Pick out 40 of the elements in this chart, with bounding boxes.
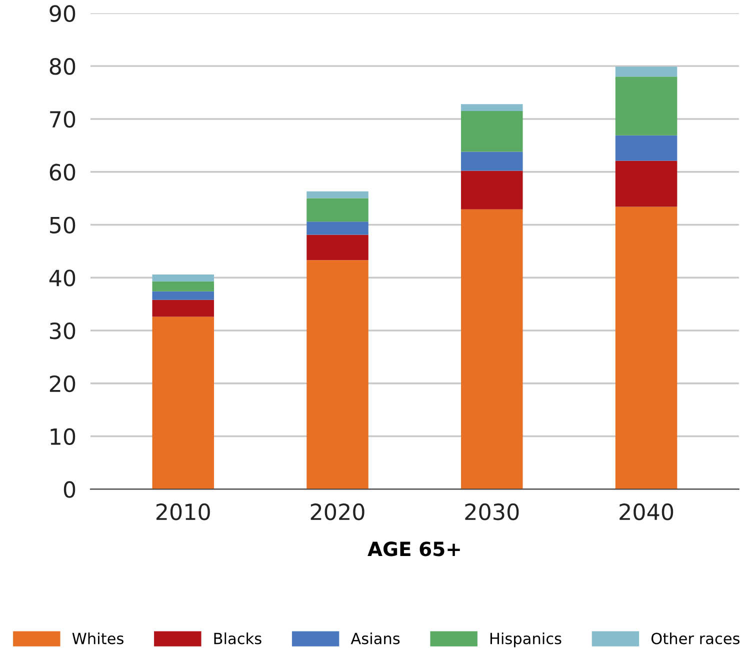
bar [306, 198, 368, 222]
y-tick-label: 70 [50, 110, 76, 128]
bar [152, 316, 214, 490]
bar [306, 191, 368, 198]
bar [461, 209, 523, 490]
bar [306, 222, 368, 235]
bar [152, 291, 214, 300]
y-tick-label: 0 [64, 481, 76, 498]
y-tick-label: 20 [50, 375, 76, 392]
x-tick-label: 2020 [310, 503, 364, 520]
x-tick-label: 2040 [620, 503, 674, 520]
y-tick-label: 80 [50, 58, 76, 75]
y-tick-label: 60 [50, 164, 76, 181]
y-tick-label: 90 [50, 5, 76, 22]
legend-label: Hispanics [490, 632, 562, 648]
y-tick-label: 10 [50, 428, 76, 446]
bar [461, 111, 523, 152]
bar [615, 76, 678, 136]
x-tick-label: 2010 [156, 503, 210, 520]
bar [306, 260, 368, 490]
x-axis-title: AGE 65+ [368, 542, 460, 556]
bar [461, 152, 523, 171]
bar [461, 104, 523, 112]
bar [152, 274, 214, 282]
y-tick-label: 50 [50, 216, 76, 234]
bar [152, 281, 214, 292]
bar [615, 206, 678, 490]
bar [461, 170, 523, 210]
x-tick-label: 2030 [465, 503, 519, 520]
bar [306, 234, 368, 260]
bar [615, 160, 678, 207]
legend-label: Other races [651, 632, 740, 644]
legend-label: Asians [350, 632, 400, 644]
legend-label: Blacks [214, 632, 262, 644]
bar [615, 135, 678, 161]
bar [152, 300, 214, 317]
bar [615, 66, 678, 77]
legend-label: Whites [72, 632, 124, 644]
y-tick-label: 30 [50, 322, 76, 340]
y-tick-label: 40 [49, 270, 76, 286]
